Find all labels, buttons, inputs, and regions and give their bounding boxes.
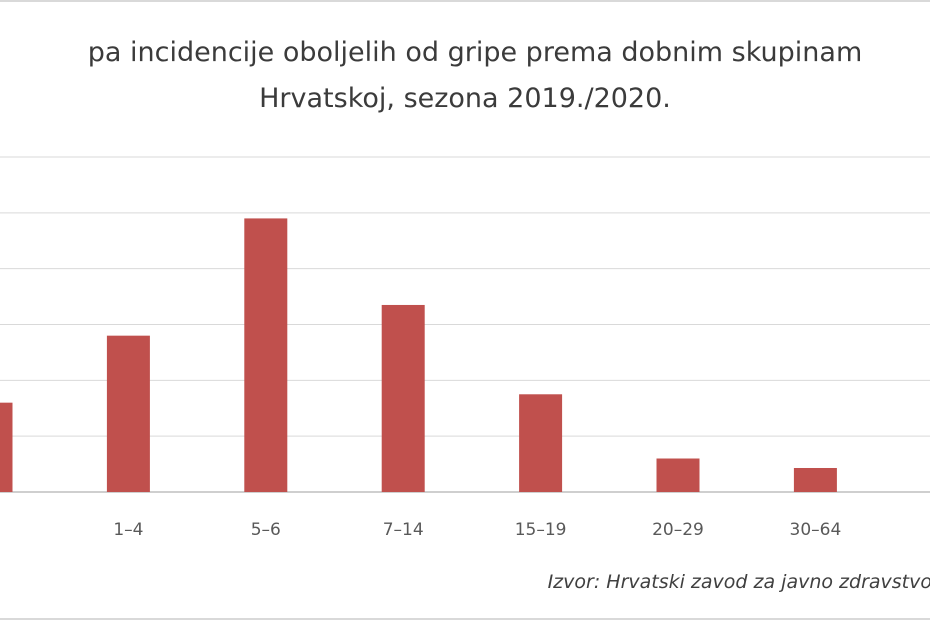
x-tick-label: 20–29 <box>652 520 704 540</box>
x-tick-label: 15–19 <box>515 520 567 540</box>
x-tick-label: 5–6 <box>251 520 281 540</box>
x-tick-label: 1–4 <box>113 520 143 540</box>
bar <box>793 467 837 492</box>
bar <box>244 218 288 492</box>
bar <box>0 402 13 492</box>
source-note: Izvor: Hrvatski zavod za javno zdravstvo <box>547 571 930 593</box>
bar <box>381 304 425 492</box>
chart-title-line1: pa incidencije oboljelih od gripe prema … <box>87 37 863 68</box>
chart-title-line2: Hrvatskoj, sezona 2019./2020. <box>259 83 671 114</box>
x-tick-label: 7–14 <box>383 520 424 540</box>
x-tick-label: 30–64 <box>790 520 842 540</box>
bar <box>106 335 150 492</box>
bar <box>519 394 563 492</box>
bar <box>656 458 700 492</box>
chart-title: pa incidencije oboljelih od gripe prema … <box>0 30 930 122</box>
